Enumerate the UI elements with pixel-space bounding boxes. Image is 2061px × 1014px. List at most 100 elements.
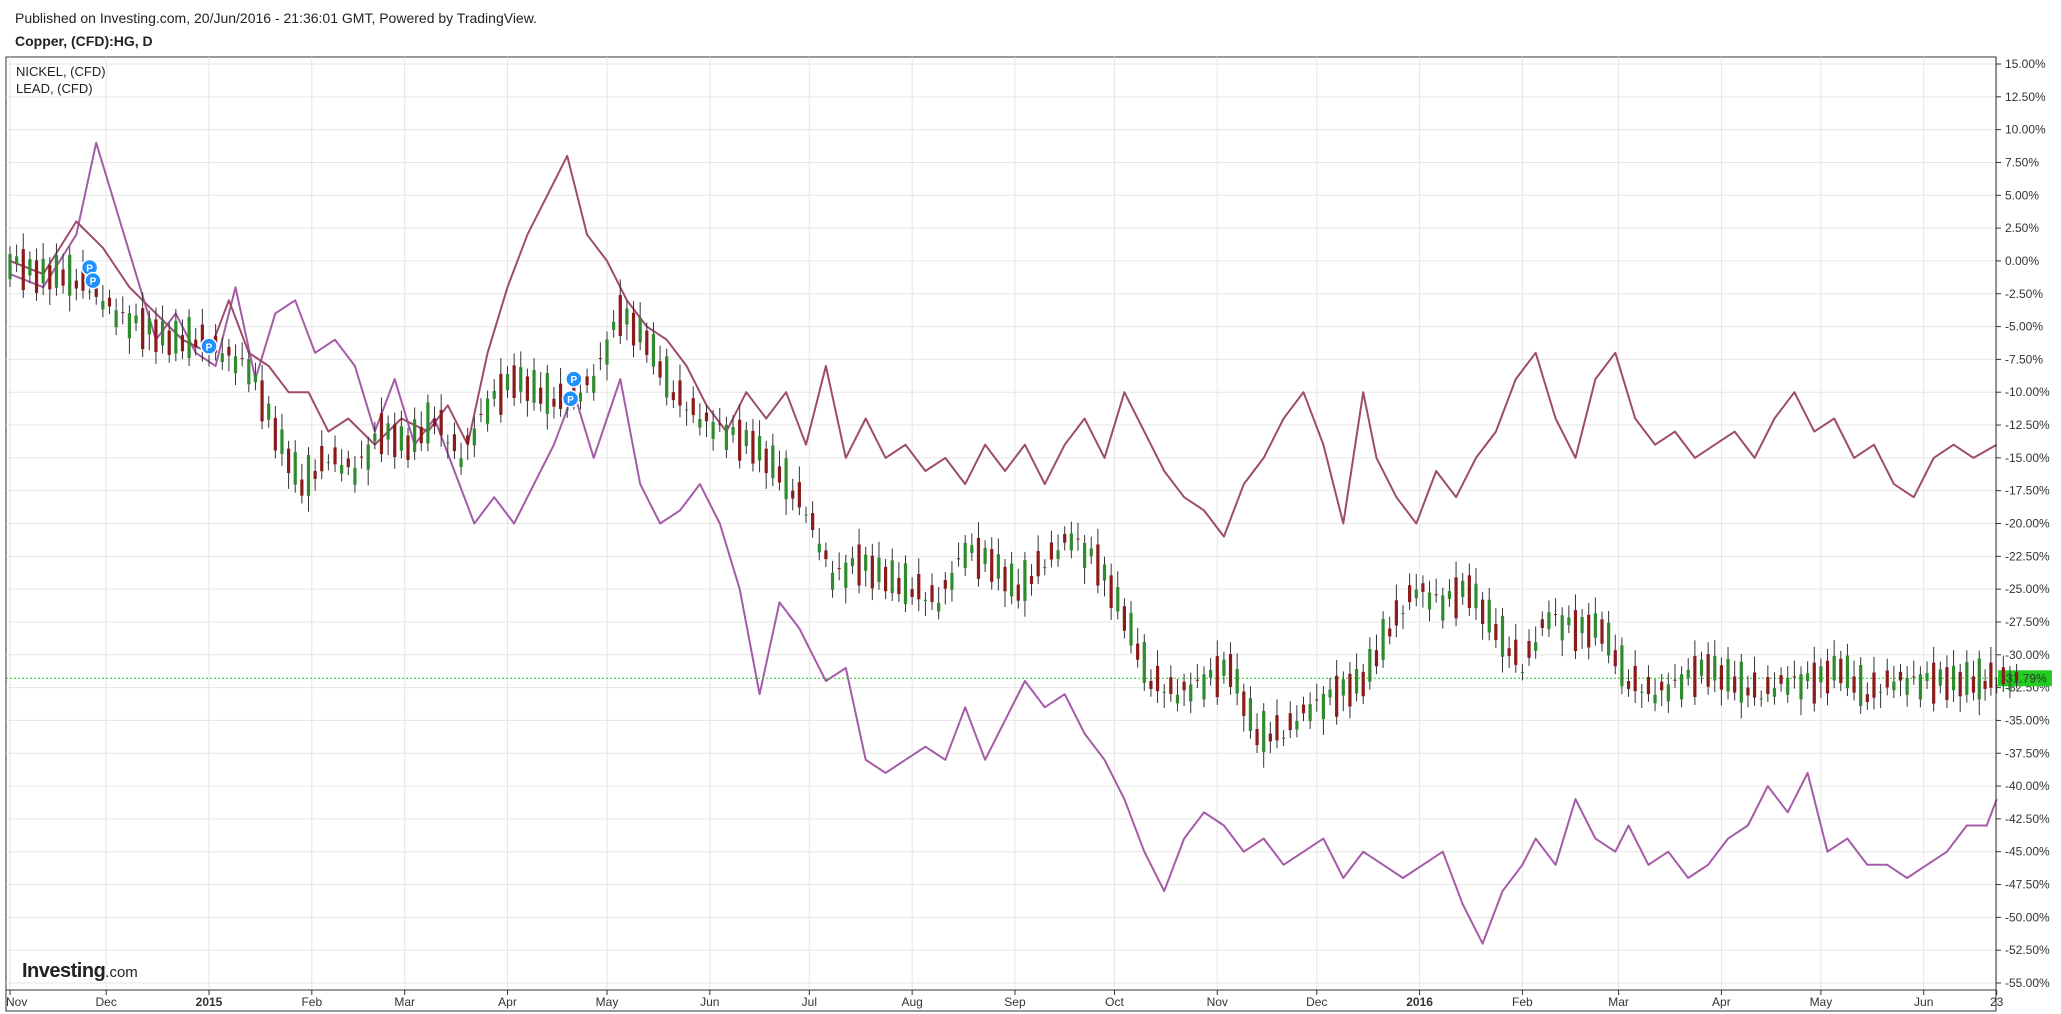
candle-body: [1806, 673, 1810, 682]
candle-body: [1938, 669, 1942, 686]
p-marker[interactable]: [200, 337, 218, 356]
y-tick-label: -17.50%: [2005, 484, 2050, 498]
candle-body: [1832, 655, 1836, 681]
candle-body: [446, 442, 450, 444]
candle-body: [180, 335, 185, 352]
candle-body: [1593, 613, 1597, 638]
candle-body: [1388, 628, 1392, 637]
candle-body: [1825, 660, 1830, 694]
candle-body: [1699, 659, 1704, 676]
candle-body: [1680, 674, 1684, 700]
candle-body: [1626, 681, 1631, 689]
candle-body: [1540, 619, 1544, 629]
candle-body: [21, 249, 25, 291]
candle-body: [1945, 667, 1949, 700]
candle-body: [678, 380, 682, 406]
candle-body: [1983, 681, 1987, 689]
y-tick-label: 15.00%: [2005, 57, 2046, 71]
candle-body: [1023, 559, 1027, 601]
candle-body: [293, 452, 297, 485]
candle-body: [1918, 674, 1922, 700]
candle-body: [1036, 551, 1040, 577]
candle-body: [1069, 533, 1073, 551]
p-marker-label: P: [90, 277, 97, 288]
candle-body: [1122, 606, 1126, 631]
candle-body: [738, 419, 742, 461]
p-marker[interactable]: [561, 390, 580, 408]
x-tick-label: Jun: [1914, 995, 1933, 1009]
candle-body: [1527, 641, 1531, 658]
candle-body: [1215, 656, 1219, 698]
grid: [6, 57, 1998, 990]
nickel-series-line[interactable]: [9, 141, 1998, 945]
candle-body: [844, 562, 848, 588]
candle-body: [1812, 662, 1816, 704]
x-tick-label: Apr: [1712, 995, 1731, 1009]
candle-body: [585, 376, 589, 386]
candle-body: [2014, 671, 2019, 681]
candle-body: [68, 254, 72, 296]
p-marker-label: P: [86, 263, 93, 274]
candle-body: [1653, 694, 1657, 704]
y-tick-label: 5.00%: [2005, 188, 2039, 202]
candle-body: [1109, 575, 1113, 609]
candle-body: [61, 269, 65, 286]
candle-body: [134, 315, 138, 324]
legend-lead[interactable]: LEAD, (CFD): [16, 81, 93, 96]
candle-body: [28, 259, 32, 276]
candle-body: [1977, 658, 1981, 700]
candle-body: [1295, 720, 1299, 730]
candle-body: [1733, 676, 1737, 693]
y-tick-label: -7.50%: [2005, 352, 2043, 366]
candle-body: [54, 255, 59, 288]
candle-body: [1361, 671, 1365, 697]
candle-body: [1136, 643, 1140, 660]
p-marker[interactable]: [84, 271, 102, 290]
candle-body: [1660, 681, 1664, 691]
candle-body: [1845, 655, 1850, 689]
candle-body: [864, 554, 868, 571]
candle-body: [724, 424, 728, 450]
y-tick-label: 2.50%: [2005, 221, 2039, 235]
x-tick-label: Dec: [96, 995, 117, 1009]
candle-body: [1228, 654, 1233, 687]
candle-body: [107, 297, 112, 307]
candle-body: [1056, 550, 1060, 559]
p-marker[interactable]: [565, 370, 583, 388]
candle-body: [2001, 667, 2005, 685]
x-tick-label: Jun: [700, 995, 719, 1009]
candle-body: [1553, 614, 1558, 616]
candle-body: [552, 398, 556, 407]
candle-body: [512, 365, 516, 398]
candle-body: [1149, 681, 1153, 689]
candle-body: [1155, 665, 1160, 692]
candle-body: [764, 448, 768, 474]
candle-body: [1547, 612, 1551, 630]
candle-body: [1162, 691, 1166, 693]
candle-body: [804, 514, 808, 516]
candle-body: [174, 320, 178, 354]
candle-body: [1633, 665, 1637, 692]
x-tick-label: Feb: [1512, 995, 1533, 1009]
x-tick-label: 23: [1990, 995, 2004, 1009]
candle-body: [1739, 661, 1743, 703]
candle-body: [850, 558, 855, 567]
candle-body: [658, 361, 662, 378]
candle-body: [1892, 681, 1896, 691]
candle-body: [1175, 694, 1180, 704]
p-marker-label: P: [570, 375, 577, 386]
candle-body: [976, 537, 981, 579]
candle-body: [2008, 681, 2012, 691]
candle-body: [147, 318, 151, 335]
candle-body: [1368, 649, 1372, 682]
legend-nickel[interactable]: NICKEL, (CFD): [16, 64, 106, 79]
candle-body: [313, 470, 317, 479]
candle-body: [373, 433, 377, 442]
candle-body: [1487, 599, 1491, 633]
candle-body: [1003, 566, 1007, 592]
candle-body: [386, 423, 390, 440]
logo-suffix: .com: [105, 964, 138, 981]
candle-body: [1534, 642, 1538, 651]
